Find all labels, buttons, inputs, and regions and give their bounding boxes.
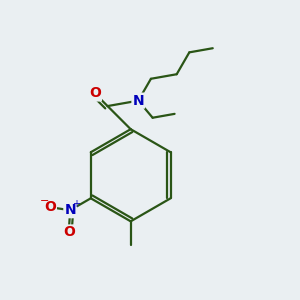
Text: O: O [44, 200, 56, 214]
Text: −: − [40, 196, 49, 206]
Text: O: O [89, 86, 101, 100]
Text: +: + [72, 199, 80, 209]
Text: N: N [64, 203, 76, 217]
Text: N: N [133, 94, 144, 108]
Text: O: O [63, 226, 75, 239]
